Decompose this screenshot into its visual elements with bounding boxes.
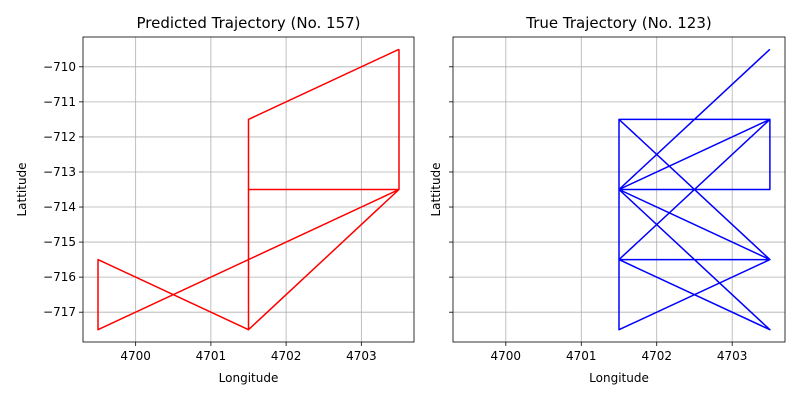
x-axis-label: Longitude	[219, 371, 279, 385]
y-tick-label: −711	[43, 95, 76, 109]
chart-title: True Trajectory (No. 123)	[525, 14, 711, 32]
chart-panel-predicted: 4700 4701 4702 4703 −717 −716 −715 −714 −713 −712…	[15, 14, 415, 385]
x-tick-label: 4700	[120, 349, 151, 363]
x-axis-label: Longitude	[589, 371, 649, 385]
y-axis-label: Lattitude	[429, 162, 443, 216]
plot-frame	[82, 36, 415, 343]
x-tick-label: 4701	[196, 349, 227, 363]
y-tick-label: −713	[43, 165, 76, 179]
x-tick-label: 4703	[346, 349, 377, 363]
x-tick-label: 4701	[566, 349, 597, 363]
y-tick-label: −710	[43, 60, 76, 74]
chart-title: Predicted Trajectory (No. 157)	[136, 14, 360, 32]
y-tick-label: −717	[43, 305, 76, 319]
chart-panel-true: 4700 4701 4702 4703 True Trajectory (No. 123…	[429, 14, 786, 385]
y-tick-label: −712	[43, 130, 76, 144]
plot-frame	[452, 36, 786, 343]
y-tick-label: −716	[43, 270, 76, 284]
x-tick-label: 4700	[491, 349, 522, 363]
x-tick-label: 4703	[717, 349, 748, 363]
x-tick-label: 4702	[271, 349, 302, 363]
y-tick-label: −715	[43, 235, 76, 249]
trajectory-line	[97, 48, 400, 331]
y-tick-label: −714	[43, 200, 76, 214]
x-tick-label: 4702	[641, 349, 672, 363]
y-axis-label: Lattitude	[15, 162, 29, 216]
trajectory-line	[618, 48, 771, 331]
